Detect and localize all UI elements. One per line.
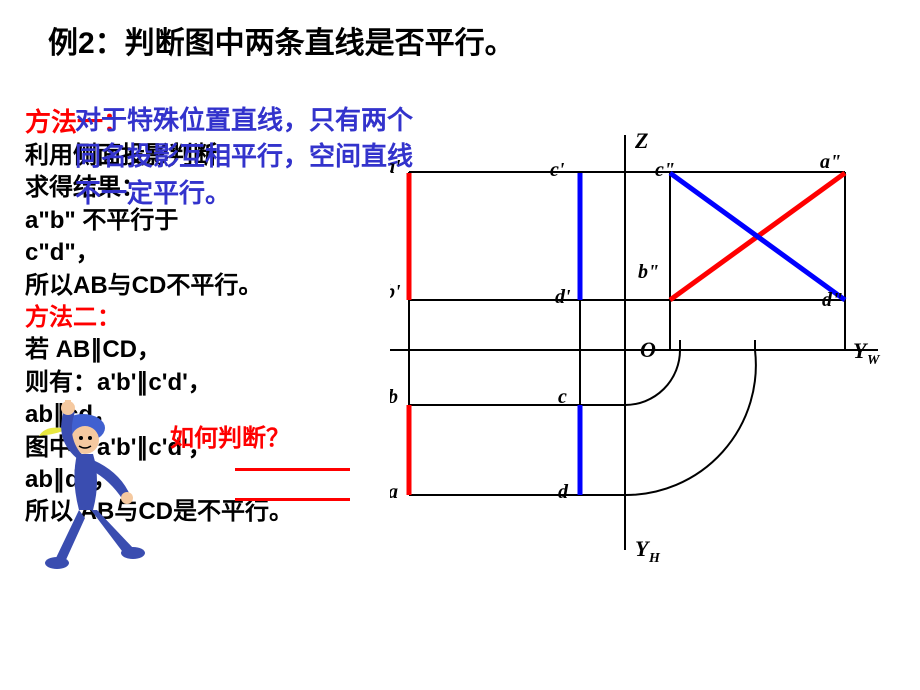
page-title: 例2：判断图中两条直线是否平行。 [48, 18, 515, 62]
mascot-character [35, 400, 165, 570]
method2-label: 方法二： [25, 302, 405, 334]
svg-text:a: a [390, 481, 398, 503]
emphasis-line [235, 498, 350, 501]
svg-text:b: b [390, 386, 398, 408]
svg-text:d: d [558, 481, 569, 503]
svg-text:O: O [640, 337, 656, 362]
blue-note: 对于特殊位置直线，只有两个同名投影互相平行，空间直线不一定平行。 [75, 102, 415, 211]
text-line7: 则有：a'b'∥c'd'， [25, 367, 405, 399]
svg-text:W: W [867, 353, 881, 368]
emphasis-line [235, 468, 350, 471]
svg-text:b': b' [390, 281, 401, 303]
svg-text:c": c" [655, 159, 675, 181]
svg-text:Z: Z [634, 130, 648, 153]
svg-text:c': c' [550, 159, 565, 181]
text-line4: c"d"， [25, 237, 405, 269]
text-line5: 所以AB与CD不平行。 [25, 270, 405, 302]
svg-text:c: c [558, 386, 567, 408]
svg-text:a': a' [390, 156, 401, 178]
svg-text:a": a" [820, 151, 841, 173]
red-question: 如何判断？ [170, 418, 290, 453]
projection-diagram: ZXOYWYHa'c'c"a"b'd'b"d"bcad [390, 130, 900, 570]
text-line6: 若 AB∥CD， [25, 334, 405, 366]
svg-text:d': d' [555, 286, 571, 308]
svg-text:d": d" [822, 289, 843, 311]
svg-text:H: H [648, 551, 661, 566]
svg-text:b": b" [638, 261, 659, 283]
